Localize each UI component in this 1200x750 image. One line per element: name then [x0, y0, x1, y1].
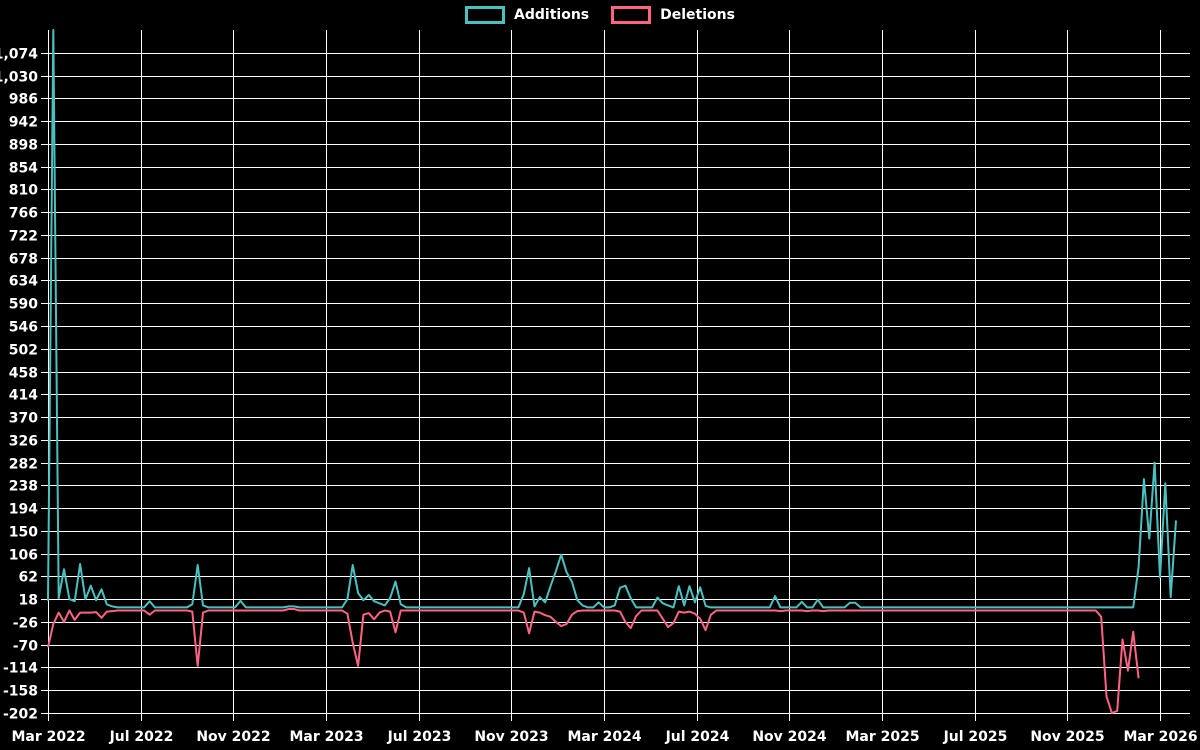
additions-line: [47, 29, 1177, 609]
x-tick-label: Jul 2025: [943, 729, 1008, 745]
y-tick-label: 62: [19, 570, 38, 586]
y-tick-label: 546: [9, 320, 38, 336]
y-tick-label: 106: [9, 548, 38, 564]
y-tick-label: 370: [9, 411, 38, 427]
y-tick-label: 1,074: [0, 47, 38, 63]
deletions-line: [47, 608, 1140, 714]
legend-item-additions[interactable]: Additions: [465, 6, 589, 24]
x-tick-label: Nov 2022: [196, 729, 270, 745]
deletions-legend-label: Deletions: [660, 7, 735, 23]
y-tick-label: 18: [19, 593, 38, 609]
x-tick-label: Mar 2023: [289, 729, 363, 745]
legend-item-deletions[interactable]: Deletions: [611, 6, 735, 24]
y-tick-label: 590: [9, 297, 38, 313]
y-tick-label: -202: [3, 707, 38, 723]
y-tick-label: 766: [9, 206, 38, 222]
x-tick-labels: Mar 2022 Jul 2022 Nov 2022 Mar 2023 Jul 2023…: [11, 729, 1197, 745]
x-tick-label: Mar 2026: [1123, 729, 1197, 745]
x-tick-label: Jul 2023: [387, 729, 452, 745]
y-tick-label: -114: [3, 661, 38, 677]
x-tick-label: Mar 2022: [11, 729, 85, 745]
x-tick-label: Nov 2024: [752, 729, 827, 745]
x-tick-label: Nov 2023: [474, 729, 548, 745]
y-tick-label: 238: [9, 479, 38, 495]
y-tick-label: 722: [9, 229, 38, 245]
y-tick-labels: 1,074 1,030 986 942 898 854 810 766 722 678 634 590…: [0, 47, 38, 723]
y-tick-label: -26: [13, 616, 38, 632]
deletions-swatch-icon: [611, 6, 652, 24]
y-tick-label: 634: [9, 274, 38, 290]
x-tick-label: Nov 2025: [1030, 729, 1104, 745]
y-tick-label: 810: [9, 183, 38, 199]
y-tick-label: 150: [9, 525, 38, 541]
y-tick-label: -70: [13, 639, 39, 655]
chart-legend: Additions Deletions: [0, 6, 1200, 24]
x-tick-label: Jul 2024: [665, 729, 730, 745]
y-tick-label: 326: [9, 434, 38, 450]
x-tick-label: Jul 2022: [109, 729, 174, 745]
y-tick-label: 414: [9, 388, 38, 404]
y-tick-label: 194: [9, 502, 38, 518]
additions-legend-label: Additions: [514, 7, 590, 23]
y-tick-label: 282: [9, 457, 38, 473]
x-tick-label: Mar 2025: [845, 729, 919, 745]
y-tick-label: 986: [9, 92, 38, 108]
y-tick-label: 458: [9, 366, 38, 382]
y-tick-label: 678: [9, 252, 38, 268]
additions-swatch-icon: [465, 6, 506, 24]
y-tick-label: 854: [9, 161, 38, 177]
y-tick-label: 502: [9, 343, 38, 359]
y-gridlines: [41, 53, 1190, 714]
y-tick-label: 898: [9, 138, 38, 154]
y-tick-label: -158: [3, 684, 38, 700]
y-tick-label: 942: [9, 115, 38, 131]
x-gridlines: [48, 30, 1161, 721]
x-tick-label: Mar 2024: [567, 729, 641, 745]
y-tick-label: 1,030: [0, 70, 38, 86]
